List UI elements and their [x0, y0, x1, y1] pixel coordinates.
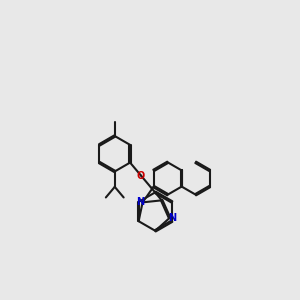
Text: N: N — [168, 213, 176, 223]
Text: N: N — [136, 197, 144, 207]
Text: O: O — [137, 171, 145, 181]
